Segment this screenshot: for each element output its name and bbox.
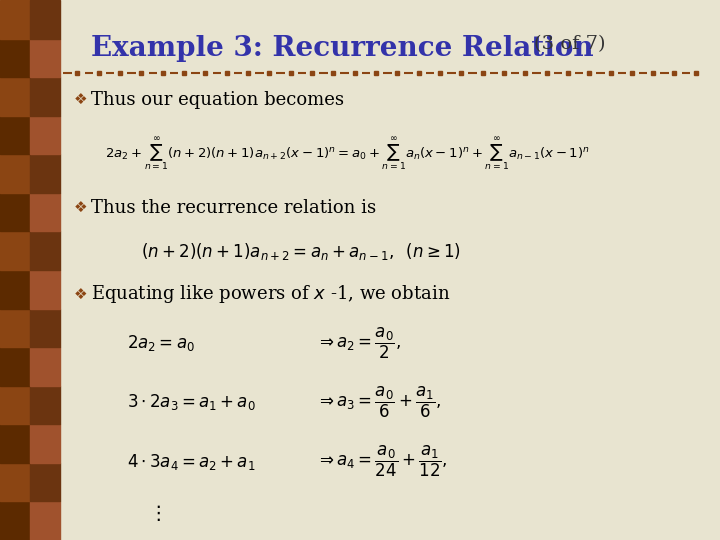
- Text: $3 \cdot 2a_3 = a_1 + a_0$: $3 \cdot 2a_3 = a_1 + a_0$: [127, 392, 255, 413]
- Bar: [30, 386, 60, 424]
- Bar: [0, 38, 30, 77]
- Bar: [30, 193, 60, 232]
- Bar: [0, 386, 30, 424]
- Text: (3 of 7): (3 of 7): [534, 35, 606, 53]
- Bar: [30, 308, 60, 347]
- Bar: [30, 463, 60, 502]
- Bar: [0, 154, 30, 193]
- Bar: [30, 424, 60, 463]
- Bar: [30, 347, 60, 386]
- Bar: [30, 502, 60, 540]
- Text: $4 \cdot 3a_4 = a_2 + a_1$: $4 \cdot 3a_4 = a_2 + a_1$: [127, 451, 255, 472]
- Text: Equating like powers of $x$ -1, we obtain: Equating like powers of $x$ -1, we obtai…: [91, 284, 451, 305]
- Bar: [0, 0, 30, 38]
- Bar: [0, 77, 30, 116]
- Text: Thus our equation becomes: Thus our equation becomes: [91, 91, 344, 109]
- Text: $2a_2 = a_0$: $2a_2 = a_0$: [127, 333, 194, 353]
- Bar: [30, 38, 60, 77]
- Bar: [30, 0, 60, 38]
- Bar: [0, 463, 30, 502]
- Bar: [30, 116, 60, 154]
- Text: $2a_2 + \sum_{n=1}^{\infty}(n+2)(n+1)a_{n+2}(x-1)^n = a_0 + \sum_{n=1}^{\infty}a: $2a_2 + \sum_{n=1}^{\infty}(n+2)(n+1)a_{…: [105, 135, 590, 173]
- Text: ❖: ❖: [74, 287, 88, 302]
- Bar: [0, 502, 30, 540]
- Text: $\Rightarrow a_2 = \dfrac{a_0}{2},$: $\Rightarrow a_2 = \dfrac{a_0}{2},$: [316, 325, 401, 361]
- Text: Example 3: Recurrence Relation: Example 3: Recurrence Relation: [91, 35, 594, 62]
- Bar: [0, 270, 30, 308]
- Bar: [0, 308, 30, 347]
- Bar: [0, 193, 30, 232]
- Bar: [30, 232, 60, 270]
- Text: $(n+2)(n+1)a_{n+2} = a_n + a_{n-1}, \;\; (n \geq 1)$: $(n+2)(n+1)a_{n+2} = a_n + a_{n-1}, \;\;…: [140, 241, 461, 261]
- Text: ❖: ❖: [74, 92, 88, 107]
- Bar: [0, 347, 30, 386]
- Bar: [30, 270, 60, 308]
- Text: ❖: ❖: [74, 200, 88, 215]
- Bar: [0, 116, 30, 154]
- Bar: [0, 232, 30, 270]
- Bar: [30, 77, 60, 116]
- Text: $\Rightarrow a_3 = \dfrac{a_0}{6} + \dfrac{a_1}{6},$: $\Rightarrow a_3 = \dfrac{a_0}{6} + \dfr…: [316, 384, 441, 420]
- Text: Thus the recurrence relation is: Thus the recurrence relation is: [91, 199, 377, 217]
- Bar: [30, 154, 60, 193]
- Text: $\Rightarrow a_4 = \dfrac{a_0}{24} + \dfrac{a_1}{12},$: $\Rightarrow a_4 = \dfrac{a_0}{24} + \df…: [316, 444, 448, 480]
- Bar: [0, 424, 30, 463]
- Text: $\vdots$: $\vdots$: [148, 503, 161, 523]
